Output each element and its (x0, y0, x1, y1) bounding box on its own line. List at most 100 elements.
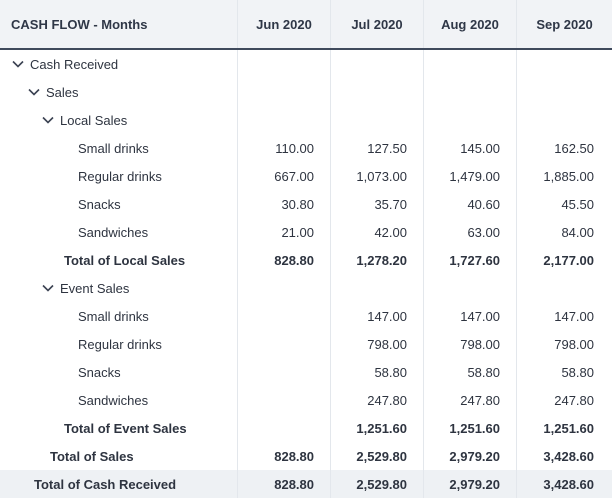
value-cell (331, 106, 424, 134)
chevron-down-icon[interactable] (11, 57, 25, 71)
value-cell: 1,727.60 (424, 246, 517, 274)
value-cell: 798.00 (424, 330, 517, 358)
value-cell (238, 330, 331, 358)
row-total-cash-received: Total of Cash Received 828.80 2,529.80 2… (0, 470, 612, 498)
value-cell (238, 50, 331, 78)
header-month-sep[interactable]: Sep 2020 (536, 16, 593, 32)
row-label: Small drinks (0, 134, 238, 162)
row-event-regular-drinks: Regular drinks 798.00 798.00 798.00 (0, 330, 612, 358)
value-cell: 40.60 (424, 190, 517, 218)
row-label: Sandwiches (0, 386, 238, 414)
row-label: Regular drinks (0, 330, 238, 358)
chevron-down-icon[interactable] (27, 85, 41, 99)
value-cell: 2,979.20 (424, 470, 517, 498)
value-cell: 798.00 (331, 330, 424, 358)
row-label-cell: Event Sales (0, 274, 238, 302)
row-label: Small drinks (0, 302, 238, 330)
value-cell (238, 414, 331, 442)
value-cell: 1,885.00 (543, 168, 594, 184)
row-local-sales[interactable]: Local Sales (0, 106, 612, 134)
row-event-sandwiches: Sandwiches 247.80 247.80 247.80 (0, 386, 612, 414)
value-cell: 30.80 (238, 190, 331, 218)
row-label: Cash Received (30, 56, 119, 72)
value-cell (517, 78, 612, 106)
value-cell: 147.00 (331, 302, 424, 330)
value-cell (517, 106, 612, 134)
value-cell: 667.00 (238, 162, 331, 190)
chevron-down-icon[interactable] (41, 281, 55, 295)
value-cell: 2,979.20 (424, 442, 517, 470)
grid-header: CASH FLOW - Months Jun 2020 Jul 2020 Aug… (0, 0, 612, 50)
row-label: Local Sales (60, 112, 128, 128)
value-cell (331, 50, 424, 78)
row-local-small-drinks: Small drinks 110.00 127.50 145.00 162.50 (0, 134, 612, 162)
value-cell (424, 274, 517, 302)
value-cell: 1,073.00 (331, 162, 424, 190)
value-cell: 828.80 (238, 246, 331, 274)
row-cash-received[interactable]: Cash Received (0, 50, 612, 78)
value-cell: 2,177.00 (543, 252, 594, 268)
row-label-cell: Cash Received (0, 50, 238, 78)
row-label: Sales (46, 84, 79, 100)
row-label: Total of Event Sales (0, 414, 238, 442)
value-cell: 145.00 (424, 134, 517, 162)
value-cell: 147.00 (554, 308, 594, 324)
value-cell: 247.80 (424, 386, 517, 414)
row-event-sales[interactable]: Event Sales (0, 274, 612, 302)
value-cell (424, 78, 517, 106)
value-cell (238, 358, 331, 386)
row-total-local-sales: Total of Local Sales 828.80 1,278.20 1,7… (0, 246, 612, 274)
row-label: Event Sales (60, 280, 130, 296)
row-total-event-sales: Total of Event Sales 1,251.60 1,251.60 1… (0, 414, 612, 442)
row-total-sales: Total of Sales 828.80 2,529.80 2,979.20 … (0, 442, 612, 470)
value-cell: 162.50 (554, 140, 594, 156)
value-cell (424, 106, 517, 134)
value-cell: 110.00 (238, 134, 331, 162)
row-label-cell: Local Sales (0, 106, 238, 134)
value-cell: 2,529.80 (331, 442, 424, 470)
row-label: Snacks (0, 190, 238, 218)
value-cell: 42.00 (331, 218, 424, 246)
value-cell: 247.80 (331, 386, 424, 414)
row-label: Regular drinks (0, 162, 238, 190)
value-cell: 828.80 (238, 442, 331, 470)
value-cell: 84.00 (561, 224, 594, 240)
value-cell: 58.80 (561, 364, 594, 380)
header-month-aug[interactable]: Aug 2020 (424, 0, 517, 48)
value-cell (424, 50, 517, 78)
row-label: Total of Local Sales (0, 246, 238, 274)
row-label: Snacks (0, 358, 238, 386)
value-cell: 21.00 (238, 218, 331, 246)
value-cell: 1,251.60 (424, 414, 517, 442)
value-cell: 3,428.60 (543, 448, 594, 464)
chevron-down-icon[interactable] (41, 113, 55, 127)
row-local-regular-drinks: Regular drinks 667.00 1,073.00 1,479.00 … (0, 162, 612, 190)
row-sales[interactable]: Sales (0, 78, 612, 106)
value-cell (238, 78, 331, 106)
value-cell: 1,479.00 (424, 162, 517, 190)
header-month-jun[interactable]: Jun 2020 (238, 0, 331, 48)
header-title[interactable]: CASH FLOW - Months (0, 0, 238, 48)
value-cell (517, 274, 612, 302)
value-cell: 3,428.60 (543, 476, 594, 492)
value-cell: 1,251.60 (331, 414, 424, 442)
value-cell: 58.80 (424, 358, 517, 386)
row-local-sandwiches: Sandwiches 21.00 42.00 63.00 84.00 (0, 218, 612, 246)
value-cell (238, 274, 331, 302)
value-cell: 127.50 (331, 134, 424, 162)
row-event-small-drinks: Small drinks 147.00 147.00 147.00 (0, 302, 612, 330)
value-cell (331, 78, 424, 106)
value-cell: 35.70 (331, 190, 424, 218)
row-event-snacks: Snacks 58.80 58.80 58.80 (0, 358, 612, 386)
row-label: Total of Cash Received (0, 470, 238, 498)
value-cell (238, 302, 331, 330)
header-month-jul[interactable]: Jul 2020 (331, 0, 424, 48)
value-cell (517, 50, 612, 78)
value-cell: 1,278.20 (331, 246, 424, 274)
value-cell: 1,251.60 (543, 420, 594, 436)
value-cell: 2,529.80 (331, 470, 424, 498)
row-local-snacks: Snacks 30.80 35.70 40.60 45.50 (0, 190, 612, 218)
value-cell: 147.00 (424, 302, 517, 330)
row-label-cell: Sales (0, 78, 238, 106)
